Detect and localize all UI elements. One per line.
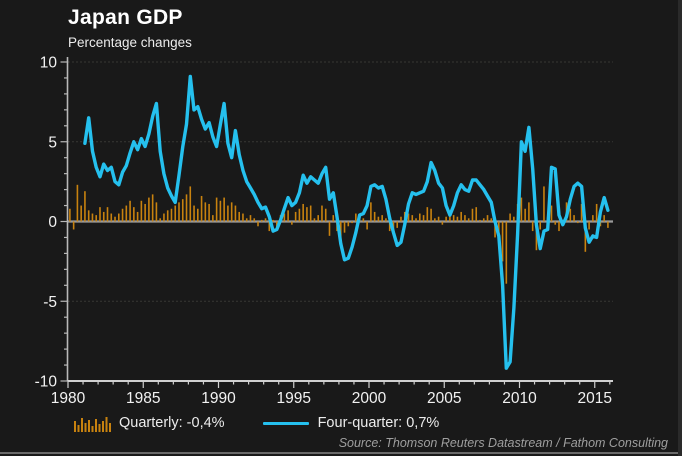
svg-text:10: 10 [40,55,58,72]
legend-label-quarterly: Quarterly: -0,4% [119,415,225,431]
svg-text:2005: 2005 [427,390,461,407]
svg-text:-5: -5 [43,294,57,311]
svg-text:2015: 2015 [578,390,612,407]
svg-text:2010: 2010 [502,390,537,407]
four-quarter-line-icon [262,421,309,425]
chart-legend: Quarterly: -0,4% Four-quarter: 0,7% [73,412,439,434]
svg-text:1995: 1995 [277,390,311,407]
legend-label-four-quarter: Four-quarter: 0,7% [317,415,440,431]
svg-text:0: 0 [48,214,57,231]
window-right-edge [678,0,682,456]
window-bottom-edge [0,452,682,454]
chart-subtitle: Percentage changes [68,35,192,50]
quarterly-bars-icon [74,417,111,432]
svg-text:1990: 1990 [201,390,236,407]
page-title: Japan GDP [68,6,183,29]
source-attribution: Source: Thomson Reuters Datastream / Fat… [338,436,668,450]
svg-text:5: 5 [48,134,57,151]
legend-item-quarterly: Quarterly: -0,4% [73,414,225,432]
legend-item-four-quarter: Four-quarter: 0,7% [262,415,440,431]
svg-text:1980: 1980 [51,390,86,407]
svg-text:1985: 1985 [126,390,160,407]
svg-text:2000: 2000 [352,390,387,407]
svg-text:-10: -10 [35,374,58,391]
